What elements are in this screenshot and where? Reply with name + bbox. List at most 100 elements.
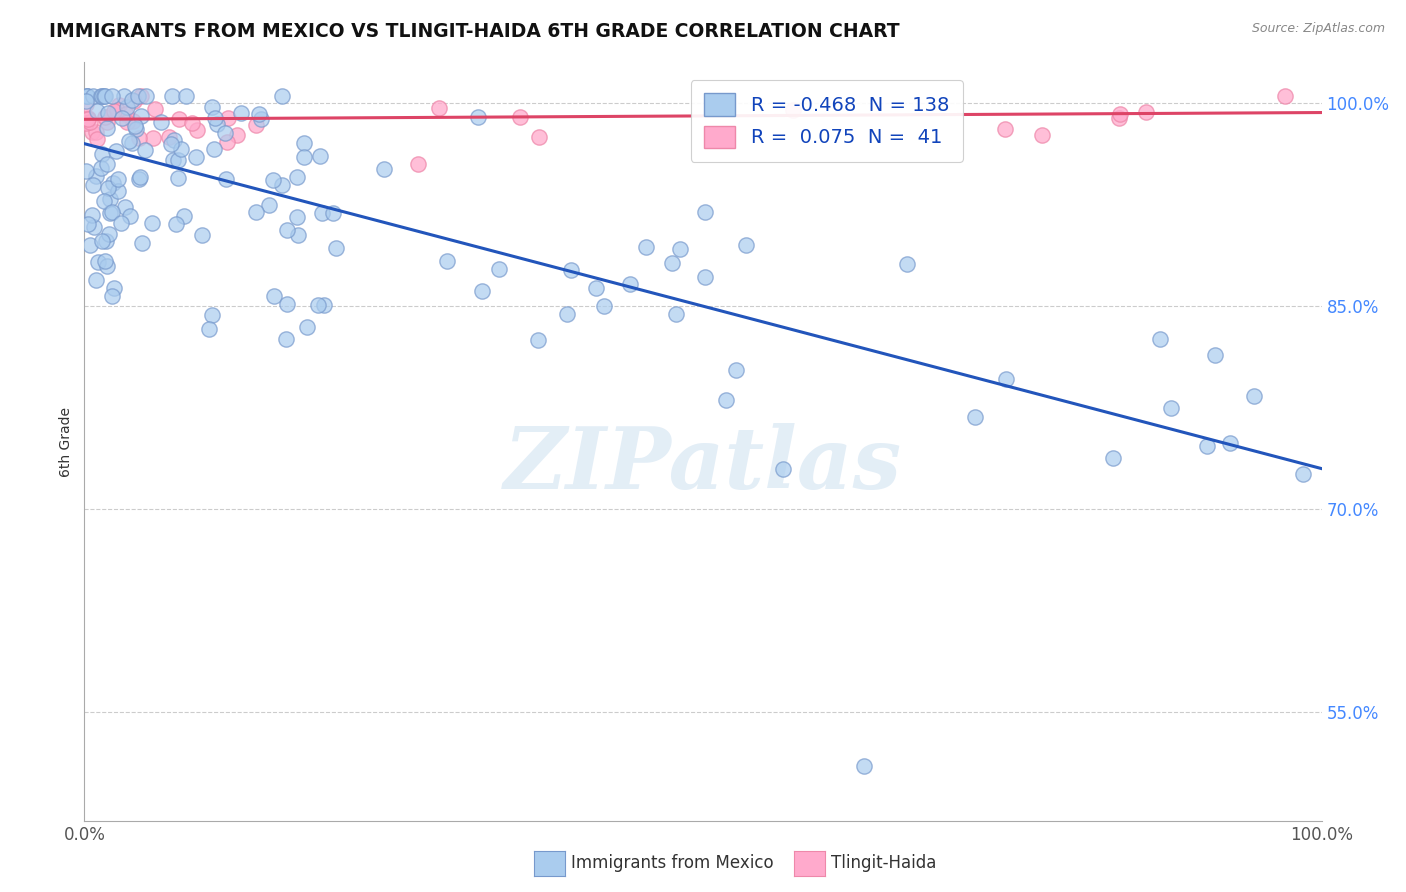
Point [529, 129, 551, 144]
Point [90, 161, 112, 176]
Point [101, 204, 124, 219]
Point [1149, 332, 1171, 346]
Point [122, 94, 145, 108]
Text: Immigrants from Mexico: Immigrants from Mexico [571, 855, 773, 872]
Text: Tlingit-Haida: Tlingit-Haida [831, 855, 936, 872]
Point [75, 112, 97, 127]
Point [250, 112, 273, 126]
Point [593, 299, 616, 313]
Point [1274, 89, 1296, 103]
Point [84, 125, 107, 139]
Point [661, 255, 683, 269]
Point [135, 89, 157, 103]
Point [129, 89, 152, 103]
Point [1102, 450, 1125, 465]
Point [325, 241, 347, 255]
Point [86, 131, 108, 145]
Point [198, 322, 221, 336]
Point [111, 111, 134, 125]
Point [312, 298, 335, 312]
Point [96, 121, 118, 136]
Point [287, 228, 309, 243]
Point [1243, 389, 1265, 403]
Point [488, 262, 510, 277]
Point [84, 169, 107, 183]
Point [408, 157, 430, 171]
Point [90, 89, 112, 103]
Y-axis label: 6th Grade: 6th Grade [59, 407, 73, 476]
Point [215, 172, 238, 186]
Point [89, 89, 111, 103]
Point [217, 111, 239, 125]
Point [271, 178, 294, 192]
Point [217, 135, 239, 149]
Point [86, 273, 108, 287]
Point [560, 262, 582, 277]
Point [693, 204, 716, 219]
Point [90, 234, 112, 248]
Point [107, 172, 129, 186]
Point [619, 277, 641, 292]
Point [276, 332, 298, 346]
Point [76, 89, 98, 103]
Point [101, 289, 124, 303]
Point [134, 143, 156, 157]
Point [994, 122, 1017, 136]
Point [142, 130, 165, 145]
Point [125, 122, 148, 136]
Point [734, 238, 756, 252]
Point [471, 284, 494, 298]
Point [93, 89, 115, 103]
Point [76, 89, 98, 103]
Point [96, 157, 118, 171]
Point [107, 103, 129, 118]
Point [307, 298, 329, 312]
Point [201, 100, 224, 114]
Point [165, 217, 187, 231]
Point [76, 89, 98, 103]
Point [509, 111, 531, 125]
Point [75, 116, 97, 130]
Point [292, 150, 315, 164]
Point [128, 170, 150, 185]
Point [963, 409, 986, 424]
Point [121, 136, 143, 150]
Point [292, 136, 315, 150]
Point [287, 210, 309, 224]
Point [285, 169, 308, 184]
Point [276, 297, 298, 311]
Point [120, 209, 142, 223]
Point [245, 205, 267, 219]
Point [86, 103, 108, 118]
Point [695, 270, 717, 285]
Point [207, 117, 229, 131]
Point [115, 100, 138, 114]
Point [157, 130, 180, 145]
Point [79, 237, 101, 252]
Point [725, 363, 748, 377]
Point [186, 122, 208, 136]
Point [77, 218, 100, 232]
Point [131, 236, 153, 251]
Point [101, 176, 124, 190]
Point [167, 171, 190, 186]
Point [91, 147, 114, 161]
Point [995, 371, 1018, 385]
Point [77, 112, 100, 127]
Point [80, 208, 103, 222]
Point [295, 320, 318, 334]
Point [782, 103, 804, 117]
Point [75, 97, 97, 112]
Point [714, 392, 737, 407]
Point [162, 89, 184, 103]
Point [1195, 440, 1218, 454]
Point [117, 134, 139, 148]
Point [1219, 436, 1241, 450]
Point [83, 219, 105, 234]
Point [128, 130, 150, 145]
Point [143, 102, 166, 116]
Point [101, 89, 124, 103]
Point [270, 89, 292, 103]
Point [115, 106, 138, 120]
Point [585, 280, 607, 294]
